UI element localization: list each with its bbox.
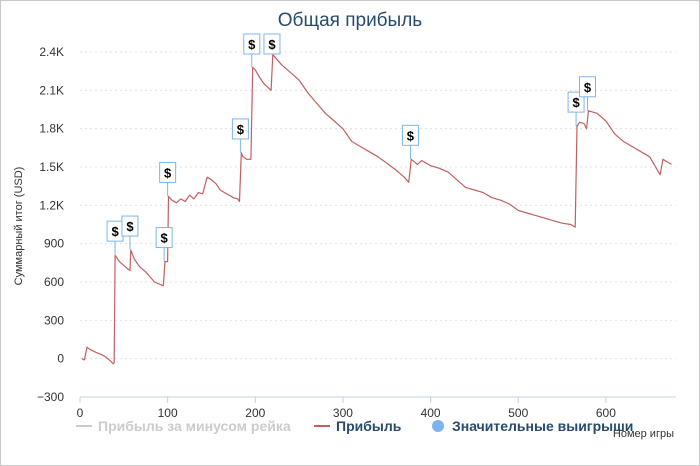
flag-label: $ [161,231,169,246]
flag-label: $ [126,219,134,234]
x-tick-label: 400 [421,406,441,420]
flag-label: $ [164,165,172,180]
flag-box [401,124,419,146]
flag-box [121,215,139,237]
legend-label[interactable]: Значительные выигрыши [452,418,633,434]
flag-label: $ [584,80,592,95]
flag-label: $ [237,122,245,137]
x-tick-label: 600 [596,406,616,420]
x-tick-label: 300 [333,406,353,420]
y-tick-label: 2.4K [39,45,64,59]
x-axis: 0 100 200 300 400 500 600 [77,396,676,420]
flag-label: $ [248,37,256,52]
x-tick-label: 0 [77,406,84,420]
y-tick-label: 600 [44,275,64,289]
flag-marker[interactable]: $ [243,33,261,68]
series-line-profit [81,54,672,365]
x-tick-label: 200 [245,406,265,420]
flag-marker[interactable]: $ [263,33,281,55]
flag-box [159,161,177,183]
legend-label[interactable]: Прибыль [336,418,402,434]
y-tick-label: 1.8K [39,122,64,136]
legend-item[interactable]: Прибыль [314,418,402,434]
flag-label: $ [111,224,119,239]
legend-item[interactable]: Прибыль за минусом рейка [76,418,291,434]
y-tick-label: 2.1K [39,83,64,97]
flag-label: $ [407,128,415,143]
flag-marker[interactable]: $ [121,215,139,251]
x-tick-label: 500 [508,406,528,420]
flag-box [263,33,281,55]
y-axis-ticks: −300 0 300 600 900 1.2K 1.5K 1.8K 2.1K 2.4K [37,45,64,404]
y-tick-label: 1.5K [39,160,64,174]
y-tick-label: −300 [37,390,64,404]
flag-marker[interactable]: $ [155,227,173,262]
flag-box [231,118,249,140]
flag-marker[interactable]: $ [106,220,124,256]
y-axis-title: Суммарный итог (USD) [13,167,25,286]
grid [80,51,676,360]
chart-title: Общая прибыль [278,10,423,31]
legend: Прибыль за минусом рейка Прибыль Значитель… [76,418,633,434]
y-tick-label: 900 [44,237,64,251]
flag-marker[interactable]: $ [401,124,419,160]
flag-box [578,76,596,98]
flag-box [155,227,173,249]
legend-symbol-circle [432,420,444,432]
legend-label[interactable]: Прибыль за минусом рейка [98,418,291,434]
flag-marker[interactable]: $ [578,76,596,111]
y-tick-label: 300 [44,313,64,327]
flags-layer: $ $ $ $ $ $ $ $ $ $ [106,33,596,262]
flag-box [243,33,261,55]
flag-label: $ [268,37,276,52]
flag-marker[interactable]: $ [159,161,177,197]
flag-marker[interactable]: $ [231,118,249,153]
series-layer [81,54,672,365]
y-tick-label: 0 [57,352,64,366]
flag-label: $ [572,95,580,110]
legend-item[interactable]: Значительные выигрыши [432,418,633,434]
x-axis-title: Номер игры [613,428,674,440]
y-tick-label: 1.2K [39,198,64,212]
x-tick-label: 100 [158,406,178,420]
